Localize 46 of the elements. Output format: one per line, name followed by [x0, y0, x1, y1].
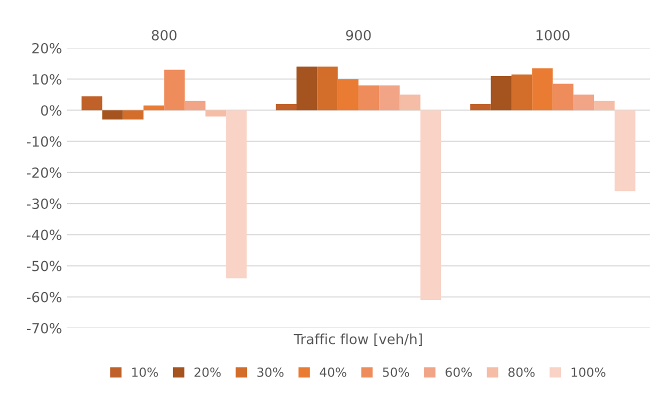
x-tick-label: 800 [152, 30, 176, 40]
x-tick-label: 900 [346, 30, 371, 40]
bar [144, 106, 164, 110]
y-tick-label: -40% [26, 230, 62, 240]
bar [338, 79, 358, 110]
bar [594, 100, 615, 110]
bar [317, 66, 338, 110]
bar [470, 104, 491, 110]
bar [532, 68, 553, 110]
bar [205, 110, 226, 116]
y-tick-label: -70% [26, 322, 62, 334]
bar [164, 70, 185, 110]
bar [614, 110, 636, 192]
legend-label: 20% [194, 367, 221, 377]
bar [102, 110, 123, 120]
y-tick-label: -50% [26, 260, 62, 272]
bar [358, 85, 380, 110]
bar [82, 96, 102, 110]
bar [226, 110, 247, 278]
bar [573, 94, 594, 110]
y-tick-label: -10% [26, 136, 62, 147]
bar [552, 84, 574, 110]
bar [379, 85, 400, 110]
legend-label: 50% [382, 367, 410, 377]
legend-label: 100% [572, 367, 606, 377]
legend-label: 80% [508, 367, 535, 377]
bar [420, 110, 442, 300]
legend-label: 10% [132, 367, 158, 377]
y-tick-label: -60% [26, 292, 62, 302]
x-axis-title: Traffic flow [veh/h] [294, 334, 422, 346]
bar [122, 110, 144, 120]
bar [511, 74, 532, 110]
bar [400, 94, 420, 110]
y-tick-label: 10% [32, 74, 62, 85]
bar [296, 66, 318, 110]
y-tick-label: 0% [41, 105, 62, 116]
y-tick-label: -20% [26, 167, 62, 178]
bar [276, 104, 297, 110]
legend-label: 60% [446, 367, 472, 377]
y-tick-label: -30% [26, 198, 62, 210]
legend-label: 40% [320, 367, 346, 377]
bar [490, 76, 512, 110]
y-tick-label: 20% [32, 42, 62, 54]
x-tick-label: 1000 [536, 30, 570, 40]
legend-label: 30% [257, 367, 284, 377]
bar [184, 100, 206, 110]
